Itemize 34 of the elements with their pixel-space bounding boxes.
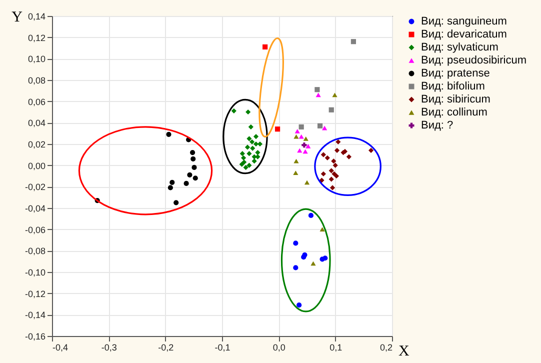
x-tick-label: 0,2 bbox=[380, 342, 392, 352]
x-axis-title: X bbox=[398, 344, 410, 360]
y-tick-label: -0,08 bbox=[24, 246, 46, 256]
y-tick-label: 0,02 bbox=[28, 140, 46, 150]
y-tick-label: 0,00 bbox=[28, 160, 46, 171]
legend-label: Вид: devaricatum bbox=[421, 28, 507, 40]
y-tick-label: 0,14 bbox=[28, 12, 46, 22]
y-axis-title: Y bbox=[12, 10, 23, 26]
y-tick-label: 0,08 bbox=[28, 76, 46, 86]
x-tick-label: 0,0 bbox=[272, 342, 286, 352]
legend-label: Вид: sylvaticum bbox=[421, 42, 498, 54]
legend-label: Вид: pseudosibiricum bbox=[421, 54, 526, 66]
y-tick-label: -0,02 bbox=[24, 182, 46, 192]
y-tick-label: 0,10 bbox=[28, 54, 46, 64]
x-tick-label: -0,1 bbox=[214, 342, 230, 352]
y-tick-label: -0,14 bbox=[24, 310, 46, 320]
x-tick-label: -0,4 bbox=[52, 342, 68, 352]
legend-label: Вид: sanguineum bbox=[421, 16, 507, 28]
legend-label: Вид: ? bbox=[421, 120, 454, 132]
x-tick-label: -0,2 bbox=[158, 342, 174, 352]
y-tick-label: 0,04 bbox=[28, 118, 46, 128]
legend-label: Вид: pratense bbox=[421, 68, 490, 80]
y-tick-label: -0,04 bbox=[24, 204, 46, 214]
y-tick-label: -0,16 bbox=[24, 332, 46, 342]
x-tick-label: -0,3 bbox=[101, 342, 117, 352]
x-tick-label: 0,1 bbox=[330, 342, 342, 352]
y-tick-label: -0,06 bbox=[24, 224, 46, 235]
y-tick-label: 0,06 bbox=[28, 96, 46, 107]
y-tick-label: -0,12 bbox=[24, 288, 46, 299]
y-tick-label: 0,12 bbox=[28, 32, 46, 43]
legend-label: Вид: sibiricum bbox=[421, 94, 490, 106]
legend-label: Вид: collinum bbox=[421, 106, 488, 118]
y-tick-label: -0,10 bbox=[24, 268, 46, 278]
legend-label: Вид: bifolium bbox=[421, 80, 485, 92]
